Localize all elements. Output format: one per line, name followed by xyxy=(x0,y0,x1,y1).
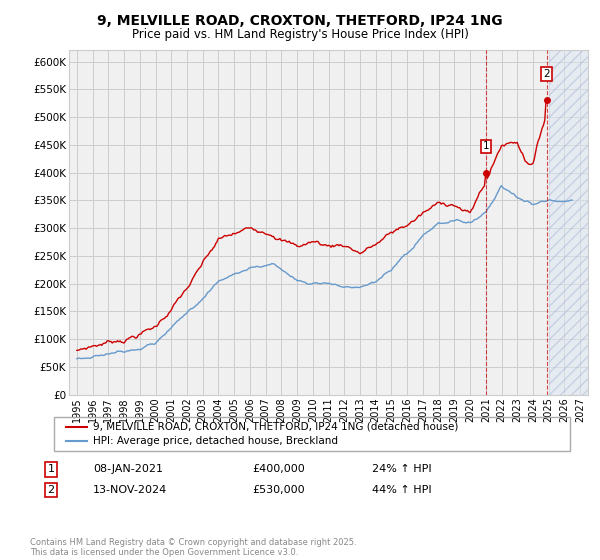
Text: 1: 1 xyxy=(483,142,490,152)
Text: 2: 2 xyxy=(544,69,550,80)
Text: 13-NOV-2024: 13-NOV-2024 xyxy=(93,485,167,495)
Text: 08-JAN-2021: 08-JAN-2021 xyxy=(93,464,163,474)
Bar xyxy=(548,50,588,395)
Text: 2: 2 xyxy=(47,485,55,495)
Text: Contains HM Land Registry data © Crown copyright and database right 2025.
This d: Contains HM Land Registry data © Crown c… xyxy=(30,538,356,557)
Text: 1: 1 xyxy=(47,464,55,474)
Text: HPI: Average price, detached house, Breckland: HPI: Average price, detached house, Brec… xyxy=(93,436,338,446)
Text: 44% ↑ HPI: 44% ↑ HPI xyxy=(372,485,431,495)
Bar xyxy=(548,50,588,395)
Text: £400,000: £400,000 xyxy=(252,464,305,474)
Text: 24% ↑ HPI: 24% ↑ HPI xyxy=(372,464,431,474)
Text: Price paid vs. HM Land Registry's House Price Index (HPI): Price paid vs. HM Land Registry's House … xyxy=(131,28,469,41)
Text: 9, MELVILLE ROAD, CROXTON, THETFORD, IP24 1NG: 9, MELVILLE ROAD, CROXTON, THETFORD, IP2… xyxy=(97,14,503,28)
Text: £530,000: £530,000 xyxy=(252,485,305,495)
Text: 9, MELVILLE ROAD, CROXTON, THETFORD, IP24 1NG (detached house): 9, MELVILLE ROAD, CROXTON, THETFORD, IP2… xyxy=(93,422,458,432)
